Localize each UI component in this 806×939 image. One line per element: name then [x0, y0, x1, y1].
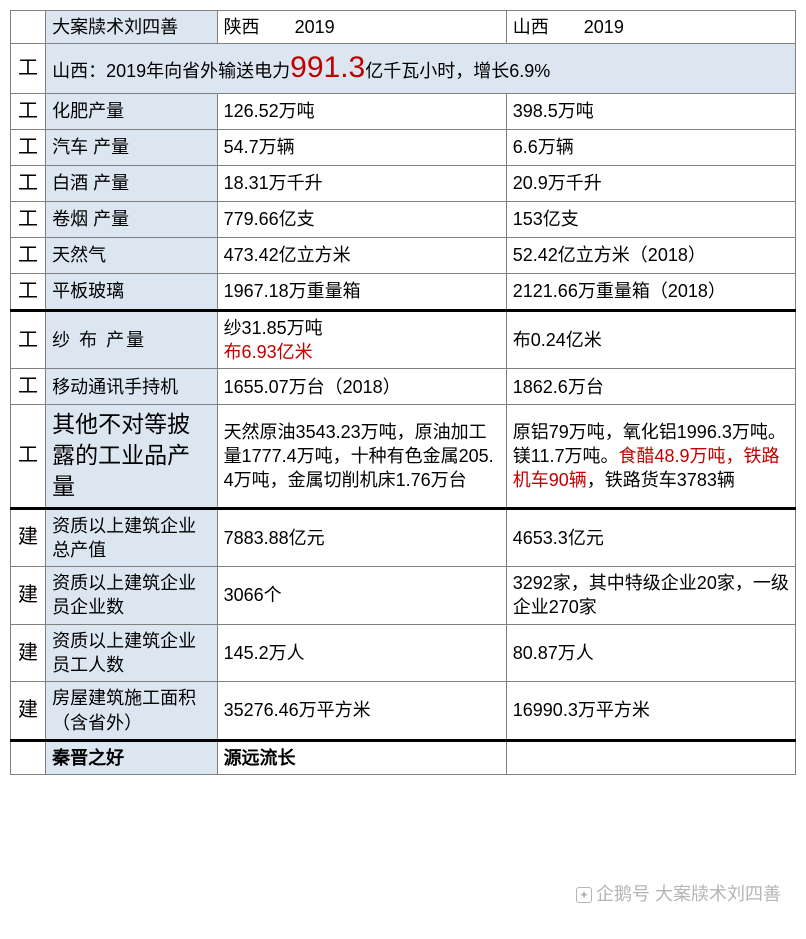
row-cat: 工: [11, 405, 46, 508]
cons1-row: 建 资质以上建筑企业总产值 7883.88亿元 4653.3亿元: [11, 508, 796, 567]
table-row: 工 卷烟 产量 779.66亿支 153亿支: [11, 201, 796, 237]
row-val-a: 天然原油3543.23万吨，原油加工量1777.4万吨，十种有色金属205.4万…: [217, 405, 506, 508]
yarn-row: 工 纱 布 产量 纱31.85万吨 布6.93亿米 布0.24亿米: [11, 310, 796, 369]
row-val-b: 398.5万吨: [506, 93, 795, 129]
table-row: 工 汽车 产量 54.7万辆 6.6万辆: [11, 129, 796, 165]
row-cat: 工: [11, 310, 46, 369]
footer-empty: [506, 740, 795, 774]
row-cat: 建: [11, 508, 46, 567]
header-col-b: 山西 2019: [506, 11, 795, 44]
row-cat: 工: [11, 129, 46, 165]
table-row: 工 天然气 473.42亿立方米 52.42亿立方米（2018）: [11, 237, 796, 273]
row-val-a: 纱31.85万吨 布6.93亿米: [217, 310, 506, 369]
row-val-b: 1862.6万台: [506, 369, 795, 405]
row-label: 其他不对等披露的工业品产量: [46, 405, 217, 508]
banner-row: 工 山西：2019年向省外输送电力991.3亿千瓦小时，增长6.9%: [11, 44, 796, 94]
cons4-row: 建 房屋建筑施工面积（含省外） 35276.46万平方米 16990.3万平方米: [11, 682, 796, 741]
row-cat: 工: [11, 165, 46, 201]
watermark: ✦企鹅号 大案牍术刘四善: [576, 880, 781, 906]
table-row: 工 化肥产量 126.52万吨 398.5万吨: [11, 93, 796, 129]
row-cat: 工: [11, 93, 46, 129]
footer-b: 源远流长: [217, 740, 506, 774]
header-corner: 大案牍术刘四善: [46, 11, 217, 44]
row-val-a: 35276.46万平方米: [217, 682, 506, 741]
row-val-b: 2121.66万重量箱（2018）: [506, 273, 795, 310]
row-cat: 工: [11, 273, 46, 310]
row-label: 汽车 产量: [46, 129, 217, 165]
row-label: 天然气: [46, 237, 217, 273]
row-label: 移动通讯手持机: [46, 369, 217, 405]
row-cat: 建: [11, 682, 46, 741]
row-label: 白酒 产量: [46, 165, 217, 201]
mobile-row: 工 移动通讯手持机 1655.07万台（2018） 1862.6万台: [11, 369, 796, 405]
banner-pre: 山西：2019年向省外输送电力: [52, 61, 290, 81]
row-cat: 建: [11, 624, 46, 682]
header-corner-blank: [11, 11, 46, 44]
banner-num: 991.3: [290, 51, 365, 84]
row-val-b: 20.9万千升: [506, 165, 795, 201]
row-val-b: 16990.3万平方米: [506, 682, 795, 741]
row-val-a: 3066个: [217, 567, 506, 625]
row-cat: 工: [11, 369, 46, 405]
row-val-a: 54.7万辆: [217, 129, 506, 165]
row-val-b: 52.42亿立方米（2018）: [506, 237, 795, 273]
row-val-a: 145.2万人: [217, 624, 506, 682]
other-b-post: ，铁路货车3783辆: [587, 470, 735, 490]
row-cat: 工: [11, 201, 46, 237]
row-label: 房屋建筑施工面积（含省外）: [46, 682, 217, 741]
row-val-a: 7883.88亿元: [217, 508, 506, 567]
row-val-b: 3292家，其中特级企业20家，一级企业270家: [506, 567, 795, 625]
footer-a: 秦晋之好: [46, 740, 217, 774]
row-cat: 工: [11, 237, 46, 273]
cons3-row: 建 资质以上建筑企业员工人数 145.2万人 80.87万人: [11, 624, 796, 682]
row-val-a: 126.52万吨: [217, 93, 506, 129]
col-b-year: 2019: [584, 17, 624, 37]
row-val-a: 1967.18万重量箱: [217, 273, 506, 310]
row-label: 资质以上建筑企业员工人数: [46, 624, 217, 682]
penguin-icon: ✦: [576, 887, 592, 903]
banner-text: 山西：2019年向省外输送电力991.3亿千瓦小时，增长6.9%: [46, 44, 796, 94]
col-a-year: 2019: [295, 17, 335, 37]
row-val-b: 80.87万人: [506, 624, 795, 682]
row-val-b: 原铝79万吨，氧化铝1996.3万吨。镁11.7万吨。食醋48.9万吨，铁路机车…: [506, 405, 795, 508]
yarn-a-line1: 纱31.85万吨: [224, 318, 323, 338]
glass-row: 工 平板玻璃 1967.18万重量箱 2121.66万重量箱（2018）: [11, 273, 796, 310]
comparison-table: 大案牍术刘四善 陕西 2019 山西 2019 工 山西：2019年向省外输送电…: [10, 10, 796, 775]
banner-cat: 工: [11, 44, 46, 94]
row-val-a: 473.42亿立方米: [217, 237, 506, 273]
table-row: 工 白酒 产量 18.31万千升 20.9万千升: [11, 165, 796, 201]
row-val-b: 6.6万辆: [506, 129, 795, 165]
row-label: 资质以上建筑企业总产值: [46, 508, 217, 567]
header-row: 大案牍术刘四善 陕西 2019 山西 2019: [11, 11, 796, 44]
row-val-b: 4653.3亿元: [506, 508, 795, 567]
banner-post: 亿千瓦小时，增长6.9%: [365, 61, 550, 81]
footer-blank: [11, 740, 46, 774]
row-val-a: 18.31万千升: [217, 165, 506, 201]
row-cat: 建: [11, 567, 46, 625]
footer-row: 秦晋之好 源远流长: [11, 740, 796, 774]
row-val-b: 153亿支: [506, 201, 795, 237]
row-val-a: 779.66亿支: [217, 201, 506, 237]
header-col-a: 陕西 2019: [217, 11, 506, 44]
row-label: 纱 布 产量: [46, 310, 217, 369]
row-label: 资质以上建筑企业员企业数: [46, 567, 217, 625]
row-label: 卷烟 产量: [46, 201, 217, 237]
row-label: 化肥产量: [46, 93, 217, 129]
col-a-province: 陕西: [224, 17, 260, 37]
col-b-province: 山西: [513, 17, 549, 37]
other-row: 工 其他不对等披露的工业品产量 天然原油3543.23万吨，原油加工量1777.…: [11, 405, 796, 508]
cons2-row: 建 资质以上建筑企业员企业数 3066个 3292家，其中特级企业20家，一级企…: [11, 567, 796, 625]
row-label: 平板玻璃: [46, 273, 217, 310]
watermark-label: 企鹅号 大案牍术刘四善: [596, 884, 781, 904]
row-val-a: 1655.07万台（2018）: [217, 369, 506, 405]
row-val-b: 布0.24亿米: [506, 310, 795, 369]
yarn-a-line2: 布6.93亿米: [224, 342, 313, 362]
